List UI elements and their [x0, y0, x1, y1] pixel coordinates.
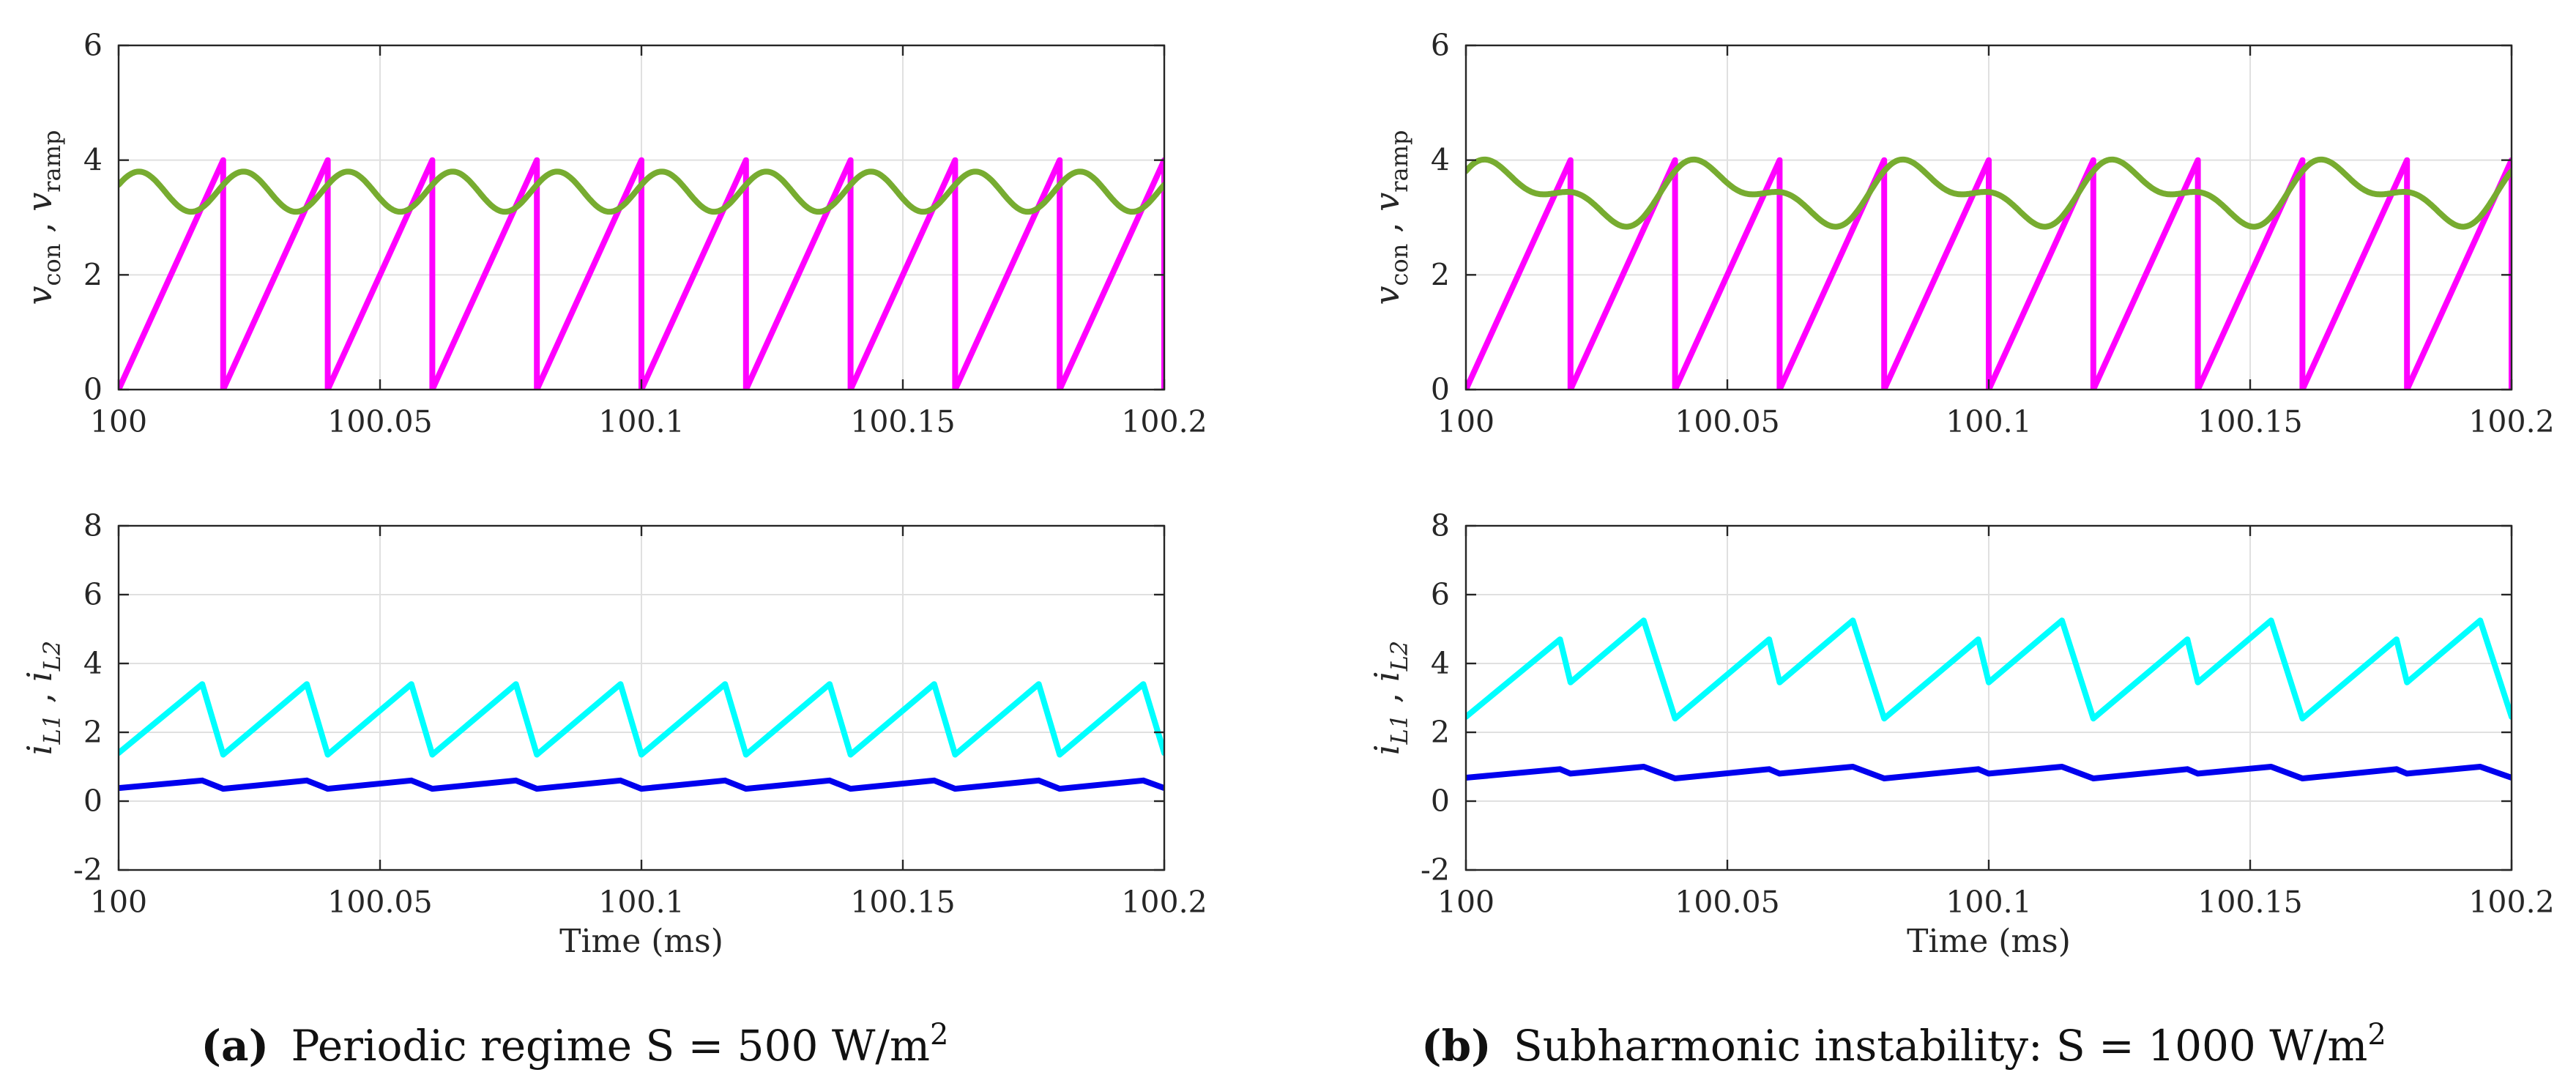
x-axis-label: Time (ms) — [559, 923, 723, 960]
x-tick-label: 100.2 — [2468, 885, 2554, 920]
x-tick-label: 100.1 — [598, 404, 684, 439]
caption-b-sup: 2 — [2367, 1018, 2386, 1052]
y-axis-label: iL1 , iL2 — [1367, 641, 1413, 756]
caption-a-sup: 2 — [930, 1018, 948, 1052]
x-axis-label: Time (ms) — [1907, 923, 2071, 960]
caption-b-text: Subharmonic instability: S = 1000 W/m — [1514, 1021, 2367, 1071]
y-tick-label: 0 — [1431, 372, 1450, 407]
x-tick-label: 100.05 — [1675, 404, 1779, 439]
y-tick-label: 0 — [83, 784, 103, 819]
x-tick-label: 100.2 — [1121, 885, 1207, 920]
x-tick-label: 100.1 — [598, 885, 684, 920]
y-tick-label: 2 — [83, 257, 103, 292]
caption-a-text: Periodic regime S = 500 W/m — [291, 1021, 930, 1071]
y-axis-label: iL1 , iL2 — [20, 641, 66, 756]
x-tick-label: 100.15 — [850, 885, 955, 920]
x-tick-label: 100.15 — [850, 404, 955, 439]
x-tick-label: 100.05 — [327, 885, 432, 920]
caption-b-label: (b) — [1421, 1021, 1491, 1071]
series-line-i-L2 — [119, 777, 1164, 792]
y-tick-label: 8 — [1431, 508, 1450, 543]
y-tick-label: -2 — [1421, 852, 1450, 888]
y-axis-label: vcon , vramp — [20, 130, 66, 305]
x-tick-label: 100.2 — [1121, 404, 1207, 439]
x-tick-label: 100 — [1437, 404, 1494, 439]
series-line-i-L1 — [119, 681, 1164, 758]
y-axis-label: vcon , vramp — [1367, 130, 1413, 305]
x-tick-label: 100 — [1437, 885, 1494, 920]
series-line-i-L2 — [1466, 764, 2512, 781]
chart-a-bottom: 100 100.05 100.1 100.15 100.2 -2 0 2 4 6 8 Time (ms… — [20, 508, 1207, 960]
y-tick-label: 4 — [1431, 143, 1450, 178]
series-line-v-ramp — [119, 157, 1164, 390]
y-tick-label: 2 — [83, 715, 103, 750]
y-tick-label: 6 — [1431, 28, 1450, 63]
series-line-v-con — [119, 168, 1164, 215]
y-tick-label: 4 — [83, 143, 103, 178]
series-line-v-con — [1466, 156, 2512, 230]
y-tick-label: 0 — [1431, 784, 1450, 819]
x-tick-label: 100.15 — [2197, 885, 2302, 920]
x-tick-label: 100.05 — [1675, 885, 1779, 920]
x-tick-label: 100.2 — [2468, 404, 2554, 439]
y-tick-label: 4 — [83, 646, 103, 681]
chart-b-bottom: 100 100.05 100.1 100.15 100.2 -2 0 2 4 6 8 Time (ms… — [1367, 508, 2555, 960]
x-tick-label: 100 — [90, 885, 147, 920]
series-line-v-ramp — [1466, 157, 2512, 390]
caption-a: (a) Periodic regime S = 500 W/m2 — [201, 1018, 949, 1071]
y-tick-label: 6 — [83, 577, 103, 612]
plots-layer: 100 100.05 100.1 100.15 100.2 0 2 4 6 vcon , vram… — [20, 28, 2555, 960]
y-tick-label: 0 — [83, 372, 103, 407]
x-tick-label: 100.1 — [1946, 404, 2031, 439]
y-tick-label: 6 — [1431, 577, 1450, 612]
y-tick-label: -2 — [73, 852, 103, 888]
caption-a-label: (a) — [201, 1021, 269, 1071]
chart-b-top: 100 100.05 100.1 100.15 100.2 0 2 4 6 vcon , vram… — [1367, 28, 2555, 439]
x-tick-label: 100.15 — [2197, 404, 2302, 439]
y-tick-label: 2 — [1431, 257, 1450, 292]
y-tick-label: 4 — [1431, 646, 1450, 681]
y-tick-label: 8 — [83, 508, 103, 543]
chart-a-top: 100 100.05 100.1 100.15 100.2 0 2 4 6 vcon , vram… — [20, 28, 1207, 439]
x-tick-label: 100 — [90, 404, 147, 439]
caption-b: (b) Subharmonic instability: S = 1000 W/… — [1421, 1018, 2386, 1071]
x-tick-label: 100.1 — [1946, 885, 2031, 920]
y-tick-label: 2 — [1431, 715, 1450, 750]
x-tick-label: 100.05 — [327, 404, 432, 439]
series-line-i-L1 — [1466, 617, 2512, 722]
y-tick-label: 6 — [83, 28, 103, 63]
